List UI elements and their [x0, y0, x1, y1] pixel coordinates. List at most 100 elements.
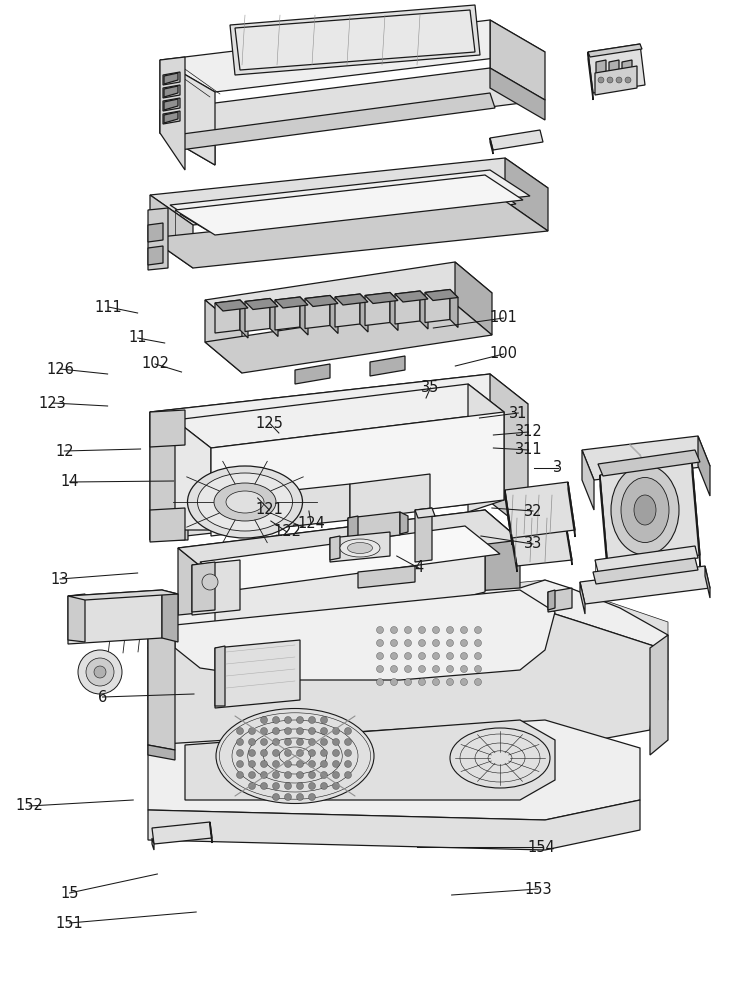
- Circle shape: [419, 640, 425, 647]
- Polygon shape: [415, 508, 432, 562]
- Polygon shape: [215, 646, 225, 706]
- Text: 125: 125: [255, 416, 283, 430]
- Circle shape: [460, 678, 468, 686]
- Circle shape: [308, 772, 315, 778]
- Circle shape: [447, 652, 454, 660]
- Polygon shape: [348, 512, 400, 541]
- Polygon shape: [235, 10, 475, 70]
- Circle shape: [321, 772, 327, 778]
- Polygon shape: [175, 93, 495, 150]
- Polygon shape: [505, 158, 548, 231]
- Polygon shape: [370, 356, 405, 376]
- Ellipse shape: [621, 478, 669, 542]
- Polygon shape: [468, 384, 504, 512]
- Circle shape: [332, 738, 340, 746]
- Polygon shape: [210, 822, 212, 843]
- Text: 33: 33: [524, 536, 542, 552]
- Circle shape: [272, 738, 280, 746]
- Polygon shape: [305, 296, 338, 306]
- Text: 121: 121: [255, 502, 283, 518]
- Polygon shape: [178, 510, 520, 578]
- Polygon shape: [163, 72, 180, 85]
- Circle shape: [332, 760, 340, 768]
- Text: 153: 153: [524, 882, 552, 896]
- Polygon shape: [348, 516, 358, 540]
- Polygon shape: [588, 52, 593, 100]
- Polygon shape: [192, 560, 240, 615]
- Text: 152: 152: [15, 798, 43, 814]
- Polygon shape: [180, 180, 516, 238]
- Polygon shape: [490, 68, 545, 120]
- Circle shape: [390, 640, 397, 647]
- Circle shape: [433, 678, 439, 686]
- Circle shape: [285, 738, 291, 746]
- Circle shape: [345, 772, 351, 778]
- Circle shape: [296, 728, 304, 734]
- Circle shape: [332, 728, 340, 734]
- Polygon shape: [580, 582, 585, 614]
- Circle shape: [419, 666, 425, 672]
- Polygon shape: [350, 474, 430, 520]
- Polygon shape: [148, 208, 168, 270]
- Polygon shape: [580, 566, 710, 604]
- Circle shape: [285, 782, 291, 790]
- Circle shape: [248, 760, 255, 768]
- Circle shape: [447, 678, 454, 686]
- Ellipse shape: [611, 465, 679, 555]
- Circle shape: [345, 728, 351, 734]
- Polygon shape: [245, 298, 270, 332]
- Circle shape: [296, 772, 304, 778]
- Polygon shape: [485, 510, 520, 622]
- Polygon shape: [170, 170, 530, 231]
- Polygon shape: [215, 300, 240, 333]
- Circle shape: [474, 666, 482, 672]
- Circle shape: [236, 750, 244, 756]
- Circle shape: [261, 782, 267, 790]
- Circle shape: [296, 782, 304, 790]
- Polygon shape: [548, 590, 555, 610]
- Circle shape: [248, 738, 255, 746]
- Circle shape: [296, 760, 304, 768]
- Polygon shape: [175, 175, 523, 235]
- Circle shape: [285, 772, 291, 778]
- Polygon shape: [175, 590, 555, 680]
- Polygon shape: [175, 384, 504, 448]
- Circle shape: [321, 782, 327, 790]
- Polygon shape: [164, 73, 178, 84]
- Circle shape: [345, 738, 351, 746]
- Polygon shape: [148, 745, 175, 760]
- Text: 31: 31: [509, 406, 528, 420]
- Text: 100: 100: [490, 347, 518, 361]
- Circle shape: [376, 678, 384, 686]
- Text: 32: 32: [523, 504, 542, 518]
- Polygon shape: [163, 98, 180, 111]
- Polygon shape: [150, 412, 188, 540]
- Circle shape: [285, 716, 291, 724]
- Text: 35: 35: [421, 380, 440, 395]
- Circle shape: [345, 750, 351, 756]
- Circle shape: [285, 728, 291, 734]
- Polygon shape: [270, 298, 278, 336]
- Circle shape: [236, 738, 244, 746]
- Polygon shape: [148, 246, 163, 265]
- Circle shape: [321, 716, 327, 724]
- Polygon shape: [150, 410, 185, 447]
- Circle shape: [261, 772, 267, 778]
- Circle shape: [447, 640, 454, 647]
- Polygon shape: [150, 201, 548, 268]
- Text: 124: 124: [297, 516, 325, 532]
- Polygon shape: [505, 490, 512, 545]
- Circle shape: [405, 678, 411, 686]
- Polygon shape: [178, 510, 520, 578]
- Text: 123: 123: [39, 395, 67, 410]
- Polygon shape: [300, 297, 308, 335]
- Polygon shape: [698, 436, 710, 496]
- Text: 4: 4: [414, 560, 423, 576]
- Polygon shape: [400, 512, 408, 534]
- Polygon shape: [200, 526, 500, 590]
- Circle shape: [248, 772, 255, 778]
- Polygon shape: [490, 130, 543, 150]
- Circle shape: [285, 750, 291, 756]
- Circle shape: [474, 678, 482, 686]
- Circle shape: [236, 772, 244, 778]
